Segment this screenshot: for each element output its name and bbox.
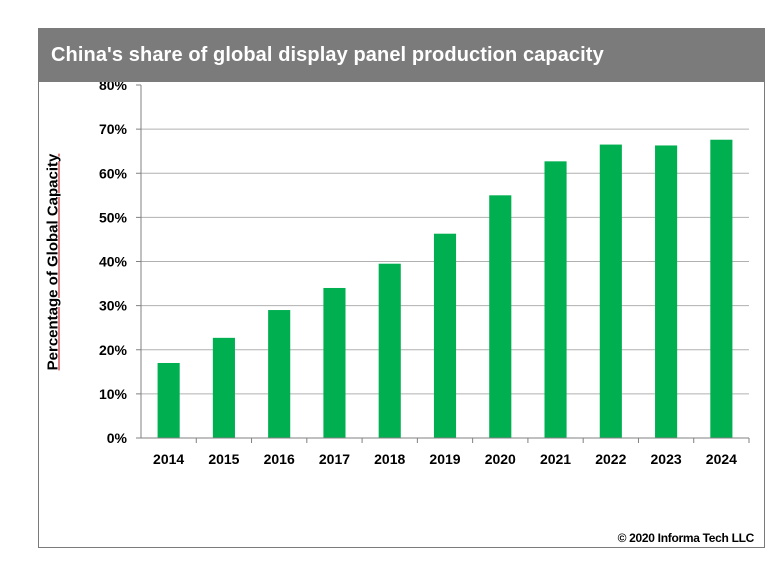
x-tick-label: 2023	[651, 451, 682, 467]
copyright-notice: © 2020 Informa Tech LLC	[617, 531, 755, 545]
x-tick-label: 2017	[319, 451, 350, 467]
y-tick-label: 60%	[99, 165, 128, 181]
x-tick-label: 2020	[485, 451, 516, 467]
chart-title: China's share of global display panel pr…	[38, 28, 765, 82]
bar-2024	[710, 139, 733, 438]
x-tick-label: 2014	[153, 451, 184, 467]
bar-2015	[212, 337, 235, 438]
bar-2023	[655, 145, 678, 439]
bar-2016	[268, 310, 291, 438]
chart-frame	[38, 28, 765, 548]
bar-2018	[378, 263, 401, 438]
bar-2017	[323, 287, 346, 438]
y-tick-label: 20%	[99, 342, 128, 358]
bar-2020	[489, 195, 512, 438]
bar-2022	[599, 144, 622, 438]
bar-2014	[157, 362, 180, 438]
y-tick-label: 0%	[107, 430, 128, 446]
y-tick-label: 30%	[99, 298, 128, 314]
y-tick-label: 40%	[99, 254, 128, 270]
y-tick-label: 50%	[99, 209, 128, 225]
y-axis-label: Percentage of Global Capacity	[44, 153, 62, 371]
x-tick-label: 2022	[595, 451, 626, 467]
y-tick-label: 70%	[99, 121, 128, 137]
x-tick-label: 2015	[208, 451, 239, 467]
bar-2019	[433, 233, 457, 438]
x-tick-label: 2016	[264, 451, 295, 467]
x-tick-label: 2018	[374, 451, 405, 467]
y-tick-label: 10%	[99, 386, 128, 402]
x-tick-label: 2019	[429, 451, 460, 467]
x-tick-label: 2024	[706, 451, 737, 467]
bar-2021	[544, 161, 567, 438]
x-tick-label: 2021	[540, 451, 571, 467]
